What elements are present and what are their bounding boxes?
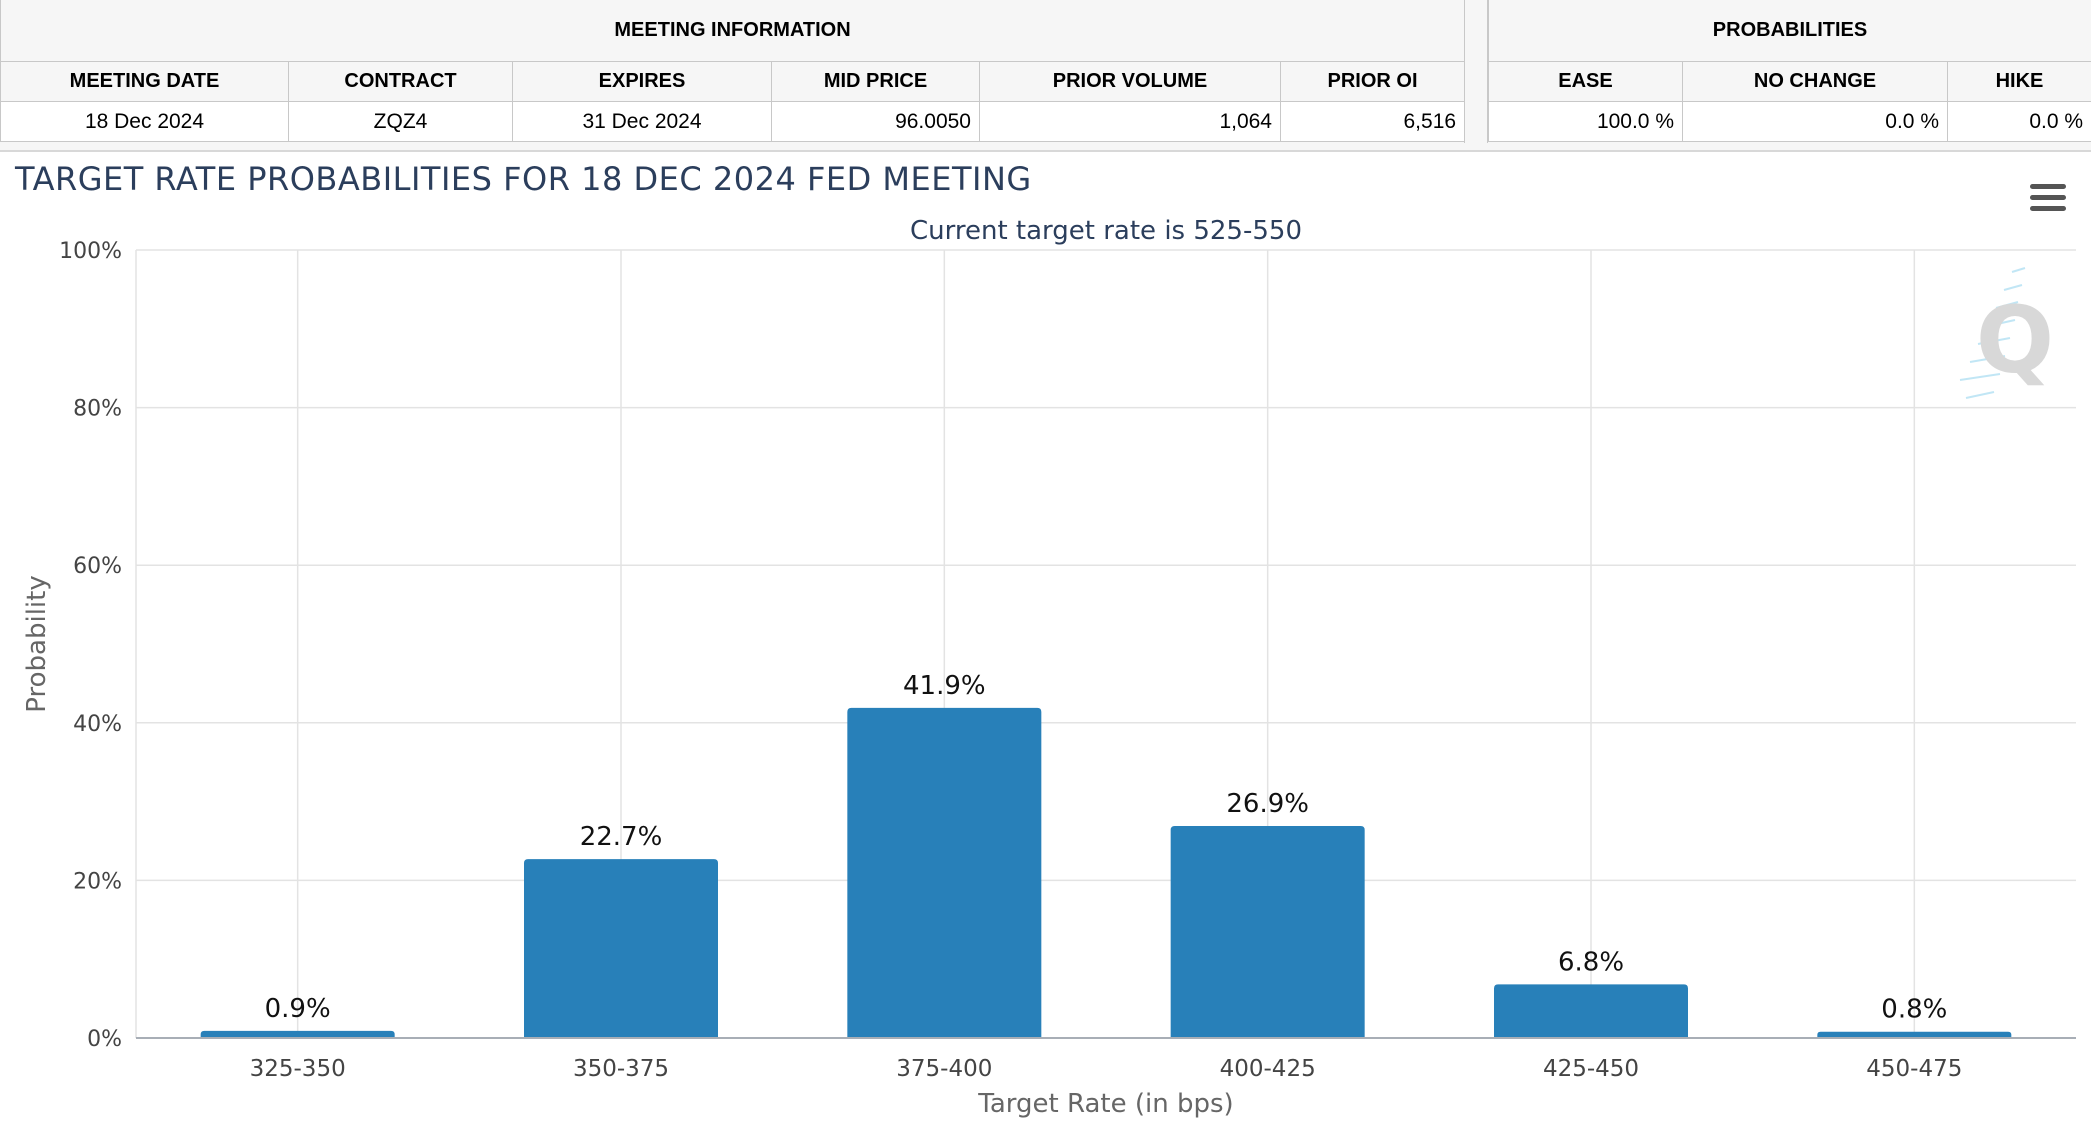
bar-450-475: [1817, 1031, 2012, 1038]
bar-325-350: [200, 1030, 395, 1038]
x-tick-label: 350-375: [573, 1056, 669, 1082]
prior-volume-column-header: PRIOR VOLUME: [979, 61, 1281, 102]
hamburger-menu-icon[interactable]: [2030, 184, 2066, 214]
table-divider: [1464, 0, 1488, 143]
mid-price-column-header: MID PRICE: [771, 61, 980, 102]
prior-oi-column-header: PRIOR OI: [1279, 61, 1466, 102]
y-tick-label: 80%: [73, 397, 122, 422]
y-tick-label: 20%: [73, 869, 122, 894]
meeting-information-header: MEETING INFORMATION: [0, 0, 1466, 62]
bar-425-450: [1494, 984, 1688, 1038]
data-label: 0.8%: [1881, 995, 1947, 1025]
hike-cell: 0.0 %: [1946, 101, 2091, 142]
data-label: 26.9%: [1226, 789, 1309, 819]
table-row: 100.0 % 0.0 % 0.0 %: [1488, 101, 2091, 142]
ease-cell: 100.0 %: [1488, 101, 1683, 142]
data-label: 0.9%: [265, 994, 331, 1024]
data-label: 6.8%: [1558, 947, 1624, 977]
probabilities-table: PROBABILITIES EASE NO CHANGE HIKE 100.0 …: [1487, 0, 2091, 142]
chart-subtitle: Current target rate is 525-550: [910, 216, 1302, 246]
prior-oi-cell: 6,516: [1279, 101, 1466, 142]
x-tick-label: 425-450: [1543, 1056, 1639, 1082]
contract-cell: ZQZ4: [288, 101, 513, 142]
probabilities-header: PROBABILITIES: [1487, 0, 2091, 62]
hike-column-header: HIKE: [1946, 61, 2091, 102]
no-change-column-header: NO CHANGE: [1682, 61, 1948, 102]
meeting-date-column-header: MEETING DATE: [0, 61, 289, 102]
x-tick-label: 375-400: [896, 1056, 992, 1082]
data-label: 41.9%: [903, 671, 986, 701]
y-axis-title: Probability: [22, 575, 52, 712]
meeting-date-cell: 18 Dec 2024: [0, 101, 289, 142]
data-label: 22.7%: [580, 822, 663, 852]
expires-cell: 31 Dec 2024: [512, 101, 772, 142]
y-tick-label: 0%: [87, 1027, 122, 1052]
prior-volume-cell: 1,064: [979, 101, 1281, 142]
svg-text:Q: Q: [1976, 287, 2054, 394]
q-logo-watermark-icon: Q: [1959, 267, 2054, 399]
mid-price-cell: 96.0050: [771, 101, 980, 142]
table-row: 18 Dec 2024 ZQZ4 31 Dec 2024 96.0050 1,0…: [0, 101, 1466, 142]
x-tick-label: 325-350: [250, 1056, 346, 1082]
bar-375-400: [847, 707, 1042, 1038]
meeting-information-table: MEETING INFORMATION MEETING DATE CONTRAC…: [0, 0, 1466, 142]
x-tick-label: 450-475: [1866, 1056, 1962, 1082]
contract-column-header: CONTRACT: [288, 61, 513, 102]
bar-400-425: [1170, 826, 1365, 1038]
x-tick-label: 400-425: [1220, 1056, 1316, 1082]
y-tick-label: 60%: [73, 554, 122, 579]
ease-column-header: EASE: [1488, 61, 1683, 102]
chart-title: TARGET RATE PROBABILITIES FOR 18 DEC 202…: [15, 160, 1032, 198]
y-tick-label: 40%: [73, 712, 122, 737]
y-tick-label: 100%: [59, 239, 122, 264]
x-axis-title: Target Rate (in bps): [977, 1089, 1233, 1119]
expires-column-header: EXPIRES: [512, 61, 772, 102]
no-change-cell: 0.0 %: [1682, 101, 1948, 142]
bar-350-375: [524, 859, 718, 1038]
